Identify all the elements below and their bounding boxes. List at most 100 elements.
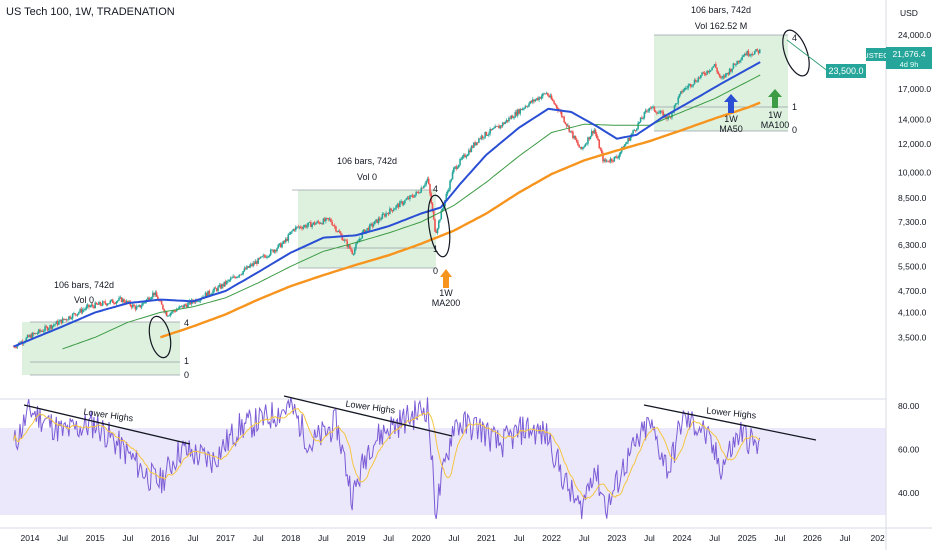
candle-body — [363, 229, 366, 234]
candle-body — [575, 139, 578, 142]
candle-body — [56, 321, 59, 325]
candle-body — [722, 75, 725, 78]
candle-body — [450, 179, 453, 181]
candle-body — [236, 276, 238, 279]
candle-body — [726, 72, 728, 74]
candle-body — [325, 218, 327, 222]
candle-body — [534, 99, 537, 102]
candle-body — [277, 244, 280, 249]
candle-body — [184, 304, 187, 306]
candle-body — [543, 93, 545, 95]
box2-bottom-label: 0 — [433, 266, 438, 276]
time-tick-label: Jul — [514, 533, 525, 543]
candle-body — [435, 231, 438, 234]
price-tick-label: 24,000.0 — [898, 30, 931, 40]
candle-body — [662, 111, 664, 118]
time-tick-label: 2021 — [477, 533, 496, 543]
candle-body — [706, 70, 708, 75]
candle-body — [114, 303, 117, 305]
candle-body — [69, 316, 71, 319]
candle-body — [679, 91, 682, 95]
candle-body — [32, 333, 35, 334]
candle-body — [694, 79, 697, 82]
candle-body — [248, 266, 251, 268]
candle-body — [139, 305, 142, 308]
candle-body — [420, 187, 422, 193]
candle-body — [110, 299, 113, 301]
candle-body — [526, 106, 529, 108]
highlight-ellipse-2 — [427, 194, 451, 258]
rsi-line — [13, 397, 761, 520]
candle-body — [113, 302, 115, 304]
candle-body — [531, 99, 534, 103]
candle-body — [119, 297, 122, 299]
candle-body — [25, 337, 28, 342]
time-tick-label: 2019 — [347, 533, 366, 543]
candle-body — [375, 219, 377, 221]
candle-body — [485, 131, 488, 136]
candle-body — [603, 159, 606, 162]
candle-body — [262, 255, 265, 257]
candle-body — [696, 81, 698, 83]
highlight-ellipse-3 — [782, 29, 810, 77]
candle-body — [584, 144, 587, 147]
candle-body — [254, 261, 257, 264]
candle-body — [152, 292, 154, 298]
candle-body — [264, 256, 267, 258]
candle-body — [545, 93, 548, 94]
candle-body — [449, 180, 451, 190]
candle-body — [217, 286, 219, 291]
candle-body — [525, 106, 528, 108]
candle-body — [476, 142, 479, 144]
candle-body — [241, 274, 243, 275]
candle-body — [303, 225, 306, 227]
candle-body — [211, 293, 213, 295]
candle-body — [384, 214, 386, 217]
ma200-label-line1: 1W — [439, 288, 453, 298]
candle-body — [310, 222, 312, 228]
candle-body — [550, 95, 553, 100]
candle-body — [39, 329, 41, 332]
candle-body — [284, 238, 287, 243]
candle-body — [653, 106, 656, 112]
candle-body — [130, 305, 133, 308]
candle-body — [74, 313, 76, 315]
candle-body — [158, 300, 160, 302]
candle-body — [295, 226, 297, 231]
candle-body — [421, 187, 424, 189]
candle-body — [155, 292, 158, 297]
candle-body — [367, 227, 370, 231]
candle-body — [733, 63, 736, 65]
candle-body — [370, 223, 372, 225]
candle-body — [34, 333, 36, 334]
candle-body — [372, 224, 375, 227]
candle-body — [239, 274, 242, 276]
candle-body — [343, 239, 346, 241]
time-axis[interactable]: 2014 Jul 2015 Jul 2016 Jul 2017 Jul 2018 Jul 2019 J… — [21, 533, 885, 543]
candle-body — [474, 142, 476, 146]
candle-body — [537, 98, 539, 101]
candle-body — [381, 214, 384, 219]
candle-body — [386, 213, 389, 215]
candle-body — [287, 234, 290, 241]
candle-body — [509, 117, 512, 119]
candle-body — [88, 304, 90, 308]
candle-body — [273, 249, 276, 253]
candle-body — [268, 254, 271, 257]
current-price-tag[interactable] — [866, 48, 886, 61]
candle-body — [306, 225, 308, 228]
price-axis[interactable]: 24,000.0 17,000.0 14,000.0 12,000.0 10,000.0… — [898, 30, 931, 342]
candle-body — [205, 292, 208, 297]
candle-body — [743, 53, 746, 56]
time-tick-label: Jul — [57, 533, 68, 543]
candle-body — [693, 79, 696, 85]
candle-body — [583, 146, 585, 148]
candle-body — [209, 294, 212, 296]
candle-body — [138, 305, 140, 307]
candle-body — [677, 97, 680, 104]
candle-body — [629, 136, 632, 141]
candle-body — [646, 110, 648, 112]
candle-body — [713, 64, 716, 67]
candle-body — [258, 258, 261, 259]
